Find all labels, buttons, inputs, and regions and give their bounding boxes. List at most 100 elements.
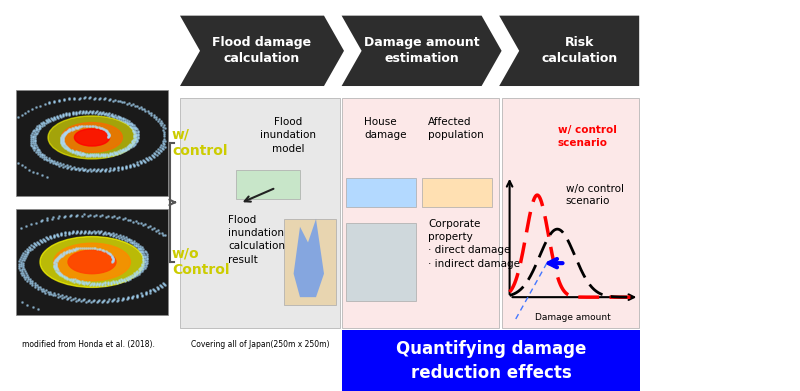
Point <box>87 228 100 234</box>
Point <box>79 228 92 234</box>
Point <box>57 131 70 137</box>
Point <box>99 213 112 220</box>
Point <box>72 167 85 173</box>
Point <box>95 228 108 235</box>
Point <box>34 151 46 157</box>
Point <box>64 126 77 132</box>
Point <box>103 113 116 119</box>
Point <box>78 94 91 100</box>
Point <box>130 293 143 299</box>
Point <box>78 244 90 251</box>
Point <box>40 234 53 240</box>
Point <box>77 152 90 158</box>
Point <box>102 111 114 117</box>
Point <box>15 265 28 272</box>
Point <box>51 232 64 238</box>
Point <box>31 145 44 152</box>
Point <box>66 229 79 235</box>
Point <box>73 280 86 286</box>
Point <box>141 156 154 162</box>
Point <box>115 166 128 172</box>
Point <box>28 136 41 143</box>
Polygon shape <box>180 16 344 86</box>
Point <box>31 123 44 129</box>
Point <box>154 118 167 124</box>
Circle shape <box>62 122 122 152</box>
Point <box>107 97 120 104</box>
Point <box>33 122 46 128</box>
Point <box>67 148 80 154</box>
Point <box>50 260 62 267</box>
Point <box>29 284 42 291</box>
Point <box>66 109 79 115</box>
Point <box>141 255 154 261</box>
Point <box>109 151 122 158</box>
Point <box>74 166 86 172</box>
Point <box>126 271 138 278</box>
Point <box>125 102 138 108</box>
Point <box>128 134 141 140</box>
Point <box>111 298 124 304</box>
Point <box>46 158 58 165</box>
Point <box>124 275 137 282</box>
Point <box>35 239 48 245</box>
Point <box>134 248 146 254</box>
Point <box>49 266 62 273</box>
Point <box>54 269 66 276</box>
Point <box>113 234 126 240</box>
Point <box>46 160 59 166</box>
Point <box>68 166 81 172</box>
Point <box>53 213 66 219</box>
Point <box>27 142 40 148</box>
Point <box>114 98 126 104</box>
Point <box>105 280 118 286</box>
Point <box>102 134 114 140</box>
Point <box>135 246 148 252</box>
Point <box>111 165 124 172</box>
Point <box>39 117 52 124</box>
Point <box>113 116 126 122</box>
Point <box>56 136 69 142</box>
Point <box>22 274 34 280</box>
Point <box>69 149 82 155</box>
Point <box>108 114 121 120</box>
Point <box>110 149 123 156</box>
Point <box>141 256 154 262</box>
FancyBboxPatch shape <box>236 170 300 199</box>
Point <box>83 228 96 234</box>
Point <box>96 280 109 286</box>
Point <box>102 131 114 137</box>
Point <box>70 246 83 252</box>
Point <box>76 151 89 157</box>
Point <box>132 241 145 248</box>
Point <box>42 116 54 122</box>
Point <box>48 234 61 240</box>
Point <box>132 132 145 138</box>
Point <box>36 151 49 157</box>
Point <box>89 230 102 236</box>
Point <box>42 157 55 163</box>
Point <box>156 120 169 126</box>
Point <box>29 145 42 152</box>
Point <box>90 167 103 173</box>
Point <box>136 251 149 257</box>
Point <box>123 237 136 244</box>
Point <box>57 138 70 145</box>
Point <box>35 217 48 223</box>
Point <box>31 128 44 134</box>
Point <box>15 300 28 306</box>
Point <box>59 274 72 280</box>
Point <box>57 251 70 258</box>
Point <box>60 128 73 134</box>
Point <box>106 152 119 158</box>
Point <box>70 213 82 219</box>
Point <box>129 126 142 133</box>
Point <box>95 247 108 253</box>
Point <box>40 287 53 293</box>
Point <box>60 162 73 169</box>
Point <box>82 109 95 115</box>
Point <box>54 113 66 119</box>
Point <box>71 212 84 218</box>
Point <box>65 276 78 283</box>
Point <box>139 221 152 228</box>
